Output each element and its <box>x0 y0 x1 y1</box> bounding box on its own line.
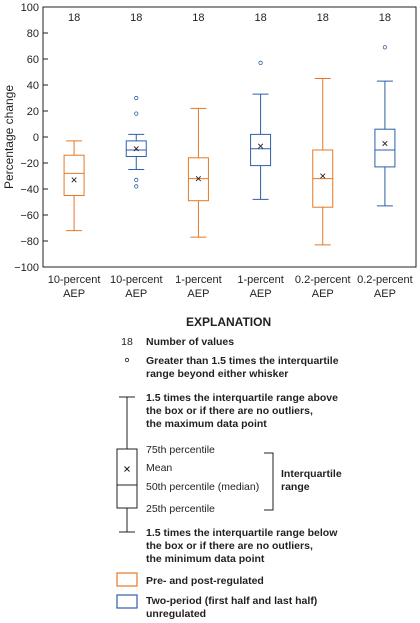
legend-outlier-marker <box>124 357 130 363</box>
iqr-box <box>125 140 147 157</box>
category-label-sub: AEP <box>250 288 272 300</box>
mean-marker <box>195 175 202 182</box>
outlier-point <box>134 111 139 116</box>
outlier-point <box>382 45 388 50</box>
legend-min-text-2: the box or if there are no outliers, <box>146 540 313 552</box>
legend-mean: Mean <box>146 462 172 474</box>
legend-schematic-box <box>116 396 138 533</box>
count-label: 18 <box>254 12 266 24</box>
boxes-layer: 18 10-percent AEP 18 10-percent AEP 18 1-percen… <box>48 12 413 300</box>
category-label-sub: AEP <box>187 288 209 300</box>
mean-marker <box>320 173 326 179</box>
y-tick-label: 60 <box>27 54 39 66</box>
count-label: 18 <box>68 12 80 24</box>
y-tick-label: 20 <box>27 106 39 118</box>
mean-marker <box>382 140 388 147</box>
y-tick-label: −60 <box>20 210 39 222</box>
category-label-sub: AEP <box>63 288 85 300</box>
category-label: 10-percent <box>110 274 163 286</box>
legend-min-text-1: 1.5 times the interquartile range below <box>146 527 338 539</box>
outlier-point <box>134 184 139 189</box>
legend-max-text-2: the box or if there are no outliers, <box>146 405 313 417</box>
y-tick-label: −100 <box>14 262 39 274</box>
box-3: 18 1-percent AEP <box>175 12 221 300</box>
plot-frame <box>42 6 417 268</box>
iqr-box <box>187 157 209 202</box>
y-axis-label: Percentage change <box>2 85 16 189</box>
legend-count-example: 18 <box>121 336 133 348</box>
iqr-box <box>374 128 396 168</box>
legend-blue-label-1: Two-period (first half and last half) <box>146 595 317 607</box>
legend-outlier-text-1: Greater than 1.5 times the interquartile <box>146 355 339 367</box>
outlier-point <box>258 60 263 66</box>
legend-iqr-bracket <box>264 452 274 511</box>
count-label: 18 <box>130 12 142 24</box>
category-label-sub: AEP <box>374 288 396 300</box>
y-tick-label: −20 <box>20 158 39 170</box>
legend-iqr-text-1: Interquartile <box>281 468 342 480</box>
box-5: 18 0.2-percent AEP <box>295 12 351 300</box>
category-label: 1-percent <box>175 274 221 286</box>
outlier-point <box>134 95 139 101</box>
legend-number-of-values: Number of values <box>146 336 234 348</box>
legend-max-text-3: the maximum data point <box>146 418 267 430</box>
box-6: 18 0.2-percent AEP <box>357 12 413 300</box>
category-label-sub: AEP <box>312 288 334 300</box>
category-label: 0.2-percent <box>295 274 351 286</box>
iqr-box <box>250 133 272 167</box>
y-tick-label: −40 <box>20 184 39 196</box>
category-label: 0.2-percent <box>357 274 413 286</box>
legend-title: EXPLANATION <box>186 315 271 329</box>
legend-median: 50th percentile (median) <box>146 481 259 493</box>
box-1: 18 10-percent AEP <box>48 12 101 300</box>
legend-orange-label: Pre- and post-regulated <box>146 575 264 587</box>
mean-marker <box>257 143 264 149</box>
count-label: 18 <box>317 12 329 24</box>
y-tick-label: 80 <box>27 28 39 40</box>
count-label: 18 <box>379 12 391 24</box>
legend-min-text-3: the minimum data point <box>146 553 265 565</box>
category-label: 10-percent <box>48 274 101 286</box>
count-label: 18 <box>192 12 204 24</box>
box-2: 18 10-percent AEP <box>110 12 163 300</box>
y-tick-label: 100 <box>21 2 39 14</box>
legend-iqr-text-2: range <box>281 481 310 493</box>
legend-max-text-1: 1.5 times the interquartile range above <box>146 392 338 404</box>
legend: EXPLANATION 18 Number of values Greater … <box>116 315 342 620</box>
legend-blue-label-2: unregulated <box>146 608 206 620</box>
legend-blue-swatch <box>116 594 138 609</box>
iqr-box <box>63 154 85 196</box>
mean-marker <box>71 177 77 183</box>
legend-orange-swatch <box>116 572 138 587</box>
outlier-point <box>134 177 139 182</box>
category-label: 1-percent <box>237 274 283 286</box>
y-axis: 100 80 60 40 20 0 −20 −40 −60 −80 −100 <box>14 2 48 274</box>
category-label-sub: AEP <box>125 288 147 300</box>
legend-outlier-text-2: range beyond either whisker <box>146 368 288 380</box>
mean-marker <box>133 146 139 152</box>
legend-p25: 25th percentile <box>146 503 215 515</box>
legend-p75: 75th percentile <box>146 444 215 456</box>
y-tick-label: 0 <box>33 132 39 144</box>
box-4: 18 1-percent AEP <box>237 12 283 300</box>
y-tick-label: 40 <box>27 80 39 92</box>
y-tick-label: −80 <box>20 236 39 248</box>
